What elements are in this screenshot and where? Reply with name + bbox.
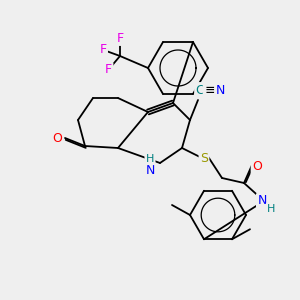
Text: H: H <box>267 204 275 214</box>
Text: ≡: ≡ <box>204 83 216 97</box>
Text: F: F <box>100 43 106 56</box>
Text: O: O <box>252 160 262 173</box>
Text: F: F <box>116 32 124 44</box>
Text: O: O <box>52 131 62 145</box>
Text: ≡: ≡ <box>204 83 216 97</box>
Text: S: S <box>200 152 208 164</box>
Text: H: H <box>146 154 154 164</box>
Text: F: F <box>105 63 112 76</box>
Text: N: N <box>215 83 225 97</box>
Text: N: N <box>257 194 267 208</box>
Text: N: N <box>257 194 267 208</box>
Text: N: N <box>145 164 155 178</box>
Text: O: O <box>52 131 62 145</box>
Text: N: N <box>215 83 225 97</box>
Text: N: N <box>145 164 155 178</box>
Text: C: C <box>196 83 204 97</box>
Text: O: O <box>252 160 262 173</box>
Text: F: F <box>105 63 112 76</box>
Text: C: C <box>196 83 204 97</box>
Text: F: F <box>100 43 106 56</box>
Text: F: F <box>116 32 124 44</box>
Text: H: H <box>146 154 154 164</box>
Text: H: H <box>267 204 275 214</box>
Text: S: S <box>200 152 208 164</box>
